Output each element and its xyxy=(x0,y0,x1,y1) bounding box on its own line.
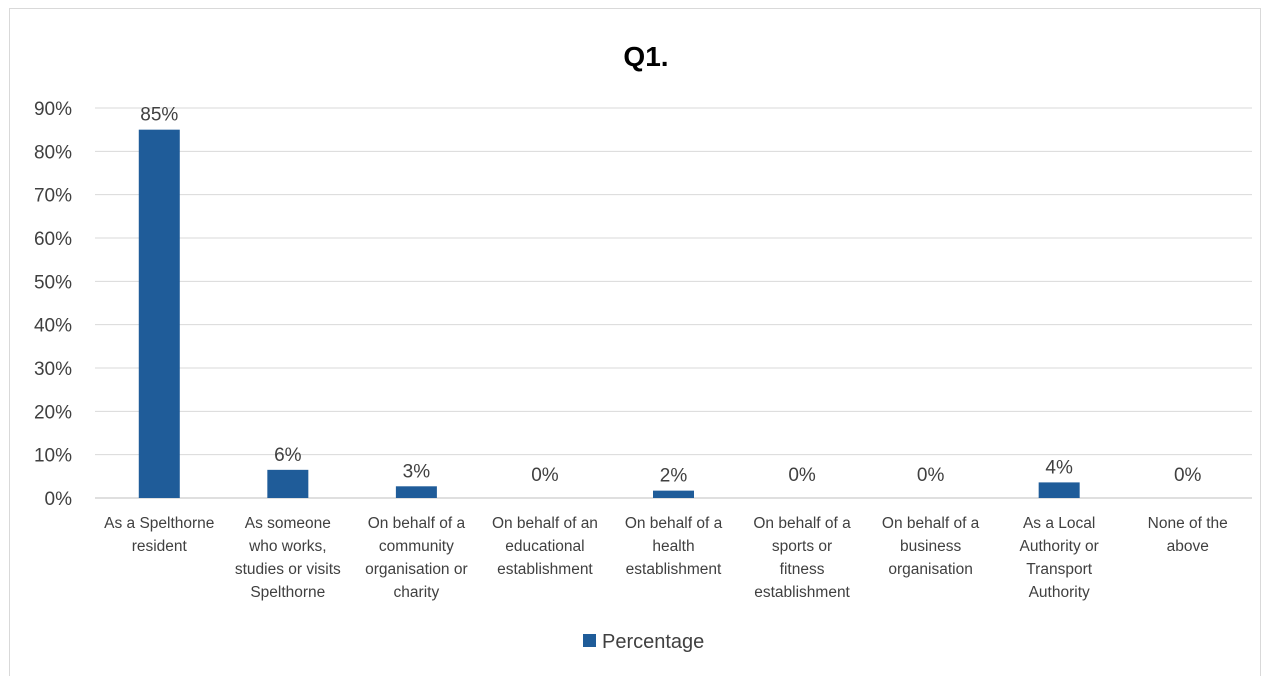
data-label: 2% xyxy=(660,466,688,487)
category-label: Authority xyxy=(1029,584,1090,601)
data-label: 4% xyxy=(1045,457,1073,478)
y-tick-label: 60% xyxy=(34,229,72,250)
legend: Percentage xyxy=(583,631,704,653)
category-label: organisation xyxy=(888,561,972,578)
category-label: On behalf of a xyxy=(882,515,980,532)
bar xyxy=(267,469,309,498)
category-label: resident xyxy=(132,538,188,555)
category-label: Authority or xyxy=(1020,538,1099,555)
chart-frame xyxy=(9,8,1261,676)
category-label: On behalf of a xyxy=(368,515,466,532)
chart-title: Q1. xyxy=(623,41,668,72)
category-label: Transport xyxy=(1026,561,1092,578)
data-label: 6% xyxy=(274,445,302,466)
data-label: 85% xyxy=(140,105,178,126)
legend-swatch xyxy=(583,634,596,647)
category-label: None of the xyxy=(1148,515,1228,532)
y-tick-label: 0% xyxy=(45,489,73,510)
bars xyxy=(138,129,1080,498)
category-label: charity xyxy=(394,584,440,601)
y-tick-label: 40% xyxy=(34,316,72,337)
category-label: educational xyxy=(505,538,584,555)
y-axis-ticks: 0% 10% 20% 30% 40% 50% 60% 70% 80% 90% xyxy=(34,99,72,510)
category-label: On behalf of a xyxy=(753,515,851,532)
data-labels: 85% 6% 3% 0% 2% 0% 0% 4% 0% xyxy=(140,105,1201,487)
y-tick-label: 70% xyxy=(34,186,72,207)
data-label: 0% xyxy=(788,465,816,486)
category-label: above xyxy=(1167,538,1209,555)
legend-label: Percentage xyxy=(602,631,704,653)
bar xyxy=(1038,482,1080,498)
y-tick-label: 30% xyxy=(34,359,72,380)
category-label: community xyxy=(379,538,454,555)
data-label: 3% xyxy=(403,461,431,482)
category-label: On behalf of an xyxy=(492,515,598,532)
bar xyxy=(138,129,180,498)
y-tick-label: 80% xyxy=(34,142,72,163)
data-label: 0% xyxy=(531,465,559,486)
y-tick-label: 20% xyxy=(34,402,72,423)
y-tick-label: 50% xyxy=(34,272,72,293)
category-label: As a Local xyxy=(1023,515,1095,532)
category-label: establishment xyxy=(626,561,722,578)
category-label: sports or xyxy=(772,538,832,555)
category-label: Spelthorne xyxy=(250,584,325,601)
category-labels: As a Spelthorne resident As someone who wor… xyxy=(104,515,1228,601)
y-tick-label: 10% xyxy=(34,446,72,467)
category-label: who works, xyxy=(248,538,327,555)
category-label: As someone xyxy=(245,515,331,532)
category-label: As a Spelthorne xyxy=(104,515,214,532)
data-label: 0% xyxy=(1174,465,1202,486)
category-label: studies or visits xyxy=(235,561,341,578)
category-label: fitness xyxy=(780,561,825,578)
category-label: establishment xyxy=(754,584,850,601)
y-tick-label: 90% xyxy=(34,99,72,120)
data-label: 0% xyxy=(917,465,945,486)
grid-lines xyxy=(95,107,1252,499)
category-label: establishment xyxy=(497,561,593,578)
bar xyxy=(395,486,437,498)
category-label: On behalf of a xyxy=(625,515,723,532)
bar xyxy=(653,490,694,498)
category-label: organisation or xyxy=(365,561,468,578)
category-label: health xyxy=(652,538,694,555)
category-label: business xyxy=(900,538,961,555)
